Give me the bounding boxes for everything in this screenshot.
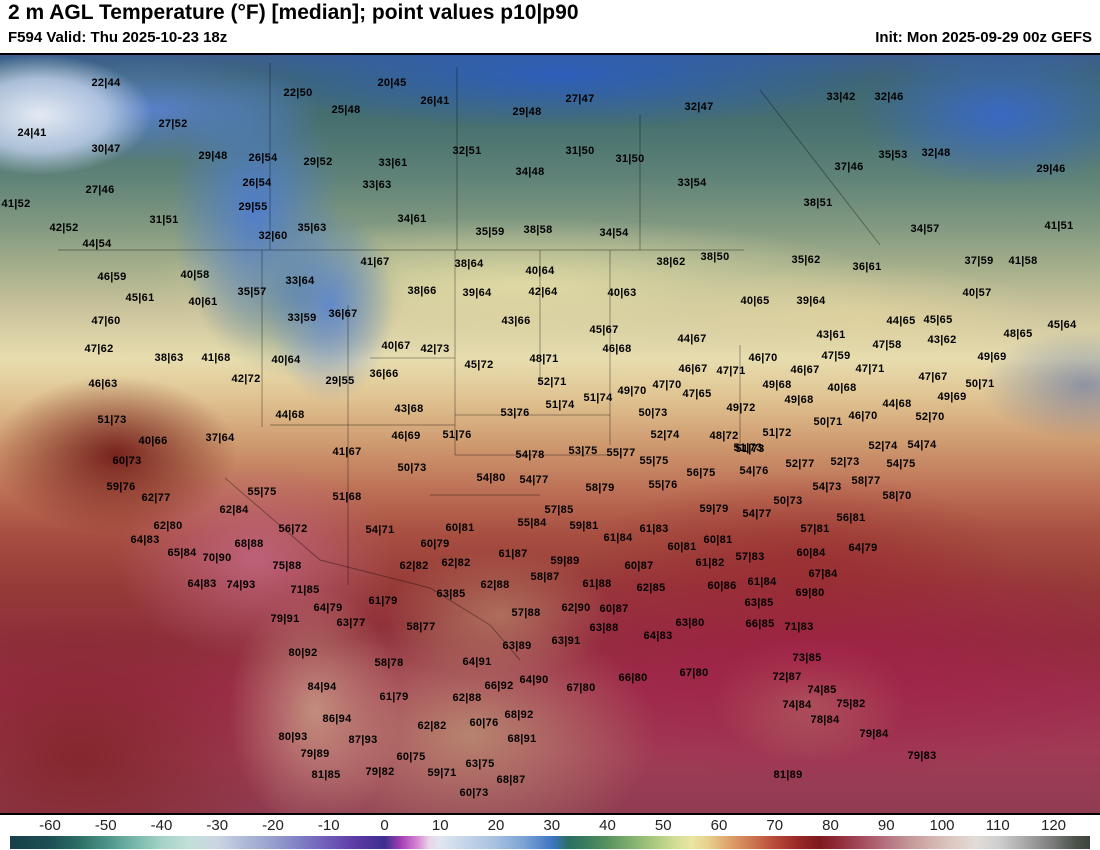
colorbar-tick-label: 90: [877, 817, 895, 834]
colorbar-tick-label: 110: [985, 817, 1010, 834]
page-title: 2 m AGL Temperature (°F) [median]; point…: [8, 1, 579, 24]
colorbar-tick-label: 0: [380, 817, 389, 834]
colorbar-tick-label: 80: [822, 817, 839, 834]
colorbar-tick-label: 120: [1040, 817, 1067, 834]
colorbar-tick-label: -20: [262, 817, 284, 834]
colorbar-tick-label: 30: [543, 817, 561, 834]
temperature-shading: [0, 55, 1100, 813]
state-borders: [58, 63, 881, 661]
colorbar-tick-label: 40: [599, 817, 616, 834]
temperature-map: piv❋tal weather www.pivotalweather.com: [0, 53, 1100, 815]
colorbar-tick-label: 20: [487, 817, 505, 834]
colorbar-tick-label: 100: [929, 817, 955, 834]
colorbar-tick-label: 60: [710, 817, 728, 834]
colorbar-tick-label: -30: [206, 817, 229, 834]
colorbar-tick-label: -40: [150, 817, 173, 834]
colorbar-tick-label: 10: [431, 817, 449, 834]
colorbar-tick-label: 50: [654, 817, 672, 834]
colorbar-gradient: [10, 836, 1090, 849]
colorbar: -60 -50 -40 -30 -20 -10 0 10 20 30 40 50 60 70 80 90 100…: [0, 815, 1100, 850]
valid-time-text: F594 Valid: Thu 2025-10-23 18z: [8, 29, 228, 46]
colorbar-tick-label: -50: [94, 817, 117, 834]
colorbar-tick-label: -60: [39, 817, 61, 834]
colorbar-tick-label: -10: [317, 817, 340, 834]
colorbar-tick-label: 70: [766, 817, 784, 834]
header: 2 m AGL Temperature (°F) [median]; point…: [0, 0, 1100, 53]
init-time-text: Init: Mon 2025-09-29 00z GEFS: [875, 29, 1092, 46]
